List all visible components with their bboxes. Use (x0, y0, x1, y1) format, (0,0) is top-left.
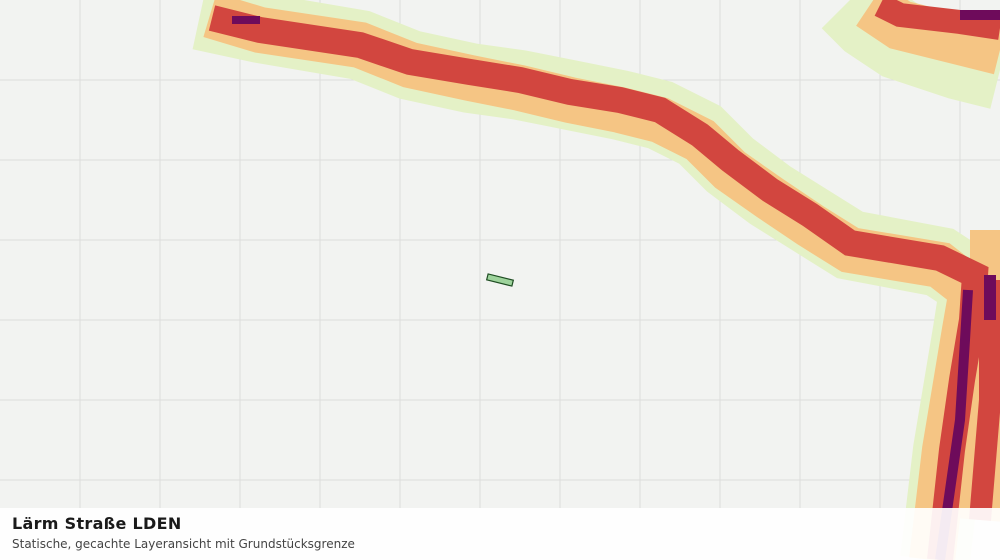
parcel-boundary (485, 273, 515, 287)
noise-layer (192, 0, 1000, 560)
caption-panel: Lärm Straße LDEN Statische, gecachte Lay… (0, 508, 1000, 560)
layer-subtitle: Statische, gecachte Layeransicht mit Gru… (12, 537, 355, 551)
layer-title: Lärm Straße LDEN (12, 514, 182, 533)
